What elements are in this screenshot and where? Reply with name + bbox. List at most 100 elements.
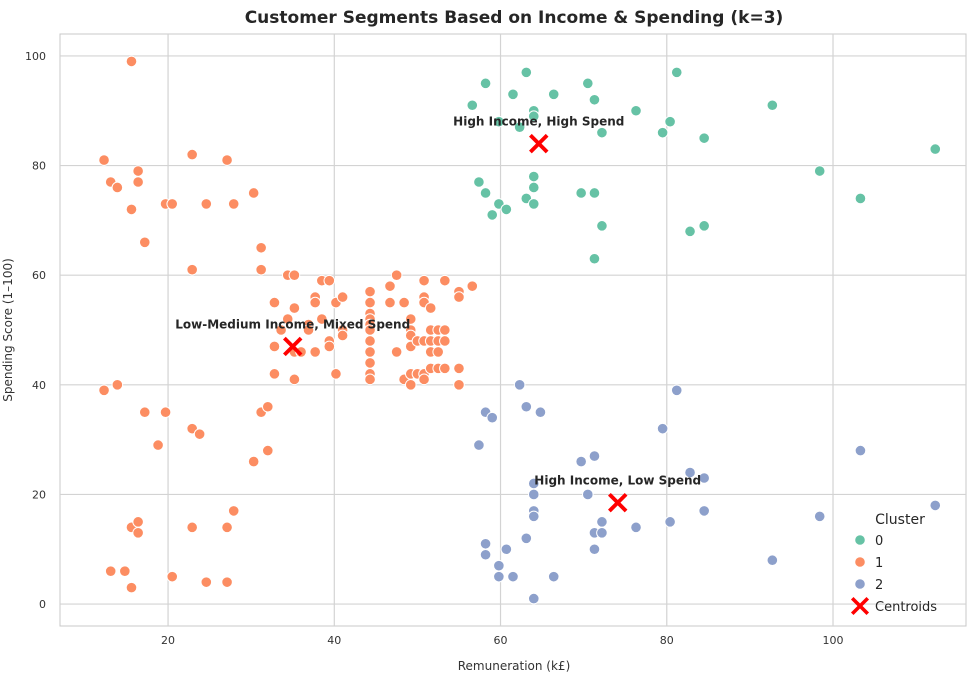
centroid-stroke: [850, 596, 870, 616]
data-point-cluster-1: [302, 324, 315, 336]
legend: Cluster 0 1 2 Centroids: [850, 512, 937, 616]
data-point-cluster-1: [309, 296, 321, 309]
data-point-cluster-0: [527, 110, 540, 123]
data-point-cluster-2: [520, 400, 533, 413]
legend-title: Cluster: [875, 512, 925, 528]
data-point-cluster-1: [268, 368, 281, 380]
legend-label: 2: [875, 578, 883, 593]
plot-frame: [59, 33, 967, 627]
data-point-cluster-1: [364, 346, 376, 358]
legend-marker-0: [854, 534, 866, 546]
data-point-cluster-1: [132, 527, 144, 539]
data-point-cluster-2: [534, 406, 547, 419]
y-tick-label: 100: [25, 50, 46, 63]
centroid-annotation: Low-Medium Income, Mixed Spend: [175, 317, 410, 331]
data-point-cluster-1: [404, 379, 417, 391]
data-point-cluster-1: [159, 406, 172, 419]
data-point-cluster-1: [268, 340, 281, 353]
data-point-cluster-1: [186, 148, 198, 161]
x-tick-label: 60: [494, 634, 508, 647]
data-point-cluster-1: [309, 346, 321, 358]
data-point-cluster-2: [766, 554, 779, 567]
legend-marker-1: [854, 556, 866, 568]
legend-label: 1: [875, 556, 883, 571]
data-point-cluster-1: [364, 335, 376, 347]
data-point-cluster-1: [200, 576, 213, 588]
data-point-cluster-2: [513, 379, 526, 391]
data-point-cluster-2: [547, 570, 560, 583]
data-point-cluster-2: [813, 510, 826, 523]
data-point-cluster-1: [364, 373, 376, 386]
data-point-cluster-1: [364, 357, 376, 369]
data-point-cluster-1: [221, 521, 233, 534]
data-point-cluster-1: [227, 505, 240, 517]
data-point-cluster-2: [486, 411, 499, 424]
chart-title: Customer Segments Based on Income & Spen…: [245, 8, 784, 28]
legend-label: 0: [875, 534, 883, 549]
data-point-cluster-2: [527, 510, 540, 523]
data-point-cluster-0: [588, 93, 601, 106]
data-point-cluster-1: [125, 55, 138, 68]
data-point-cluster-1: [384, 280, 396, 292]
data-point-cluster-1: [221, 576, 233, 588]
data-point-cluster-0: [520, 66, 533, 79]
data-point-cluster-1: [221, 154, 233, 166]
data-point-cluster-1: [439, 324, 451, 336]
centroid-annotation: High Income, Low Spend: [534, 474, 701, 488]
data-point-cluster-2: [575, 455, 587, 468]
data-point-cluster-1: [364, 285, 376, 298]
data-point-cluster-0: [698, 220, 710, 232]
y-tick-label: 0: [39, 598, 46, 611]
data-point-cluster-1: [186, 263, 198, 276]
data-point-cluster-2: [500, 543, 513, 556]
data-point-cluster-0: [854, 192, 867, 205]
data-point-cluster-2: [493, 570, 505, 583]
data-point-cluster-0: [596, 126, 608, 139]
data-point-cluster-1: [98, 154, 110, 166]
data-point-cluster-2: [854, 444, 867, 457]
data-point-cluster-2: [507, 570, 519, 583]
data-point-cluster-2: [596, 516, 608, 528]
data-point-cluster-0: [588, 187, 601, 199]
data-point-cluster-2: [582, 488, 594, 501]
data-point-cluster-0: [698, 132, 710, 144]
legend-label: Centroids: [875, 600, 937, 615]
data-point-cluster-0: [596, 220, 608, 232]
data-point-cluster-0: [547, 88, 560, 101]
data-point-cluster-1: [247, 455, 260, 468]
centroid-stroke: [529, 133, 549, 154]
data-point-cluster-1: [418, 274, 430, 287]
centroid-marker: [283, 336, 303, 357]
data-point-cluster-2: [670, 384, 683, 397]
x-tick-label: 100: [823, 634, 844, 647]
data-point-cluster-2: [929, 499, 942, 512]
data-point-cluster-1: [227, 198, 240, 210]
data-point-cluster-1: [132, 165, 144, 177]
data-point-cluster-0: [766, 99, 779, 112]
data-point-cluster-1: [384, 296, 396, 309]
data-point-cluster-1: [166, 570, 179, 583]
data-point-cluster-1: [138, 406, 151, 419]
y-tick-label: 20: [32, 488, 46, 501]
data-point-cluster-1: [288, 373, 301, 386]
data-point-cluster-0: [479, 187, 492, 199]
data-point-cluster-0: [630, 104, 642, 117]
data-point-cluster-0: [582, 77, 594, 90]
data-point-cluster-2: [479, 548, 492, 561]
centroid-stroke: [608, 492, 628, 513]
data-point-cluster-1: [132, 516, 144, 528]
data-point-cluster-1: [432, 346, 444, 358]
legend-centroid-marker: [850, 596, 870, 616]
data-point-cluster-1: [119, 565, 131, 577]
data-point-cluster-2: [527, 592, 540, 605]
data-point-cluster-1: [111, 181, 124, 194]
data-point-cluster-1: [98, 384, 110, 397]
y-tick-label: 80: [32, 160, 46, 173]
y-tick-label: 60: [32, 269, 46, 282]
data-point-cluster-2: [630, 521, 642, 534]
data-point-cluster-0: [527, 198, 540, 210]
x-tick-label: 20: [161, 634, 175, 647]
data-point-cluster-2: [656, 422, 669, 435]
data-point-cluster-1: [336, 329, 349, 342]
